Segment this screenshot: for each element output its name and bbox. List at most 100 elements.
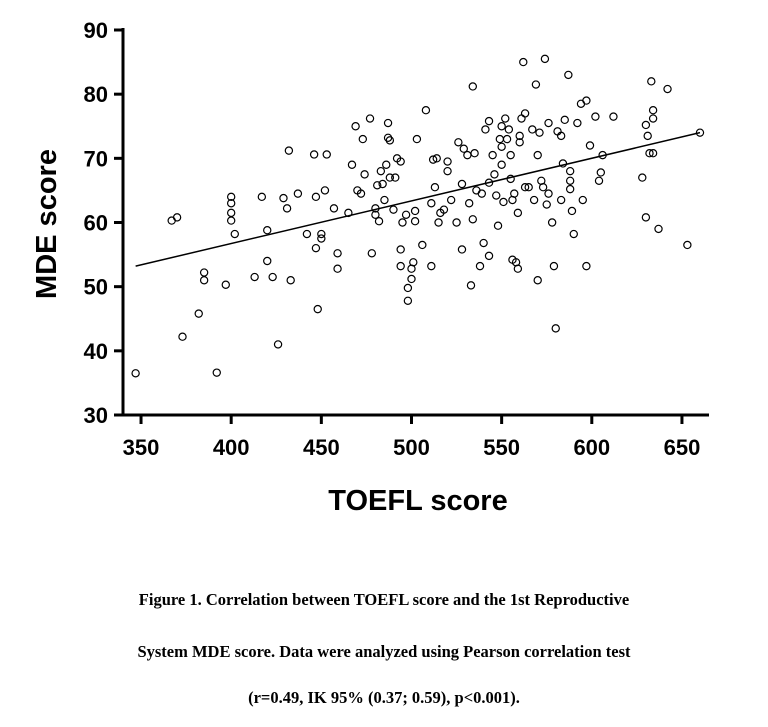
data-point <box>371 210 380 219</box>
data-point <box>410 206 420 216</box>
data-point <box>538 183 548 192</box>
data-point <box>565 176 575 185</box>
data-point <box>428 155 438 164</box>
data-point <box>385 136 395 145</box>
data-point <box>383 133 393 142</box>
x-tick-label: 450 <box>303 435 340 460</box>
data-point <box>454 138 463 147</box>
y-tick-label: 40 <box>84 339 108 364</box>
data-point <box>520 183 530 192</box>
data-point <box>380 195 389 205</box>
data-point <box>309 150 319 159</box>
data-point <box>131 369 140 378</box>
data-point <box>167 216 176 225</box>
y-tick-label: 70 <box>84 146 108 171</box>
data-point <box>544 118 553 128</box>
data-point <box>199 268 209 277</box>
data-point <box>524 183 533 192</box>
data-point <box>302 229 312 239</box>
data-point <box>286 276 295 285</box>
data-point <box>638 173 647 182</box>
data-point <box>497 122 506 131</box>
data-point <box>529 195 539 205</box>
y-tick-label: 60 <box>84 211 108 236</box>
data-point <box>421 106 431 115</box>
data-point <box>376 166 386 176</box>
data-point <box>643 131 652 141</box>
data-point <box>578 195 587 205</box>
data-point <box>470 148 479 158</box>
data-point <box>457 245 467 254</box>
data-point <box>594 176 604 185</box>
data-point <box>510 189 519 198</box>
data-point <box>389 205 398 214</box>
data-point <box>683 240 692 250</box>
data-point <box>567 206 577 216</box>
data-point <box>396 261 405 271</box>
data-point <box>591 112 600 121</box>
data-point <box>484 116 494 126</box>
data-point <box>565 184 575 194</box>
data-point <box>221 280 230 289</box>
data-point <box>648 106 658 115</box>
data-point <box>226 216 236 225</box>
x-axis-title: TOEFL score <box>328 485 507 517</box>
data-point <box>279 193 288 203</box>
data-point <box>519 57 528 67</box>
data-point <box>432 154 441 163</box>
y-tick-label: 90 <box>84 18 108 43</box>
y-tick-label: 50 <box>84 275 108 300</box>
data-point <box>347 160 357 169</box>
data-point <box>515 138 524 147</box>
data-point <box>226 192 236 202</box>
data-point <box>466 281 476 290</box>
data-point <box>560 115 569 125</box>
data-point <box>549 261 559 271</box>
data-point <box>544 189 553 198</box>
data-point <box>515 131 524 141</box>
data-point <box>506 150 515 160</box>
data-point <box>556 195 566 205</box>
data-point <box>365 114 375 123</box>
data-point <box>569 229 578 239</box>
data-point <box>226 199 236 208</box>
data-point <box>439 205 449 214</box>
data-point <box>573 118 582 128</box>
data-point <box>490 170 499 179</box>
x-tick-label: 400 <box>213 435 250 460</box>
data-point <box>427 199 436 208</box>
data-point <box>596 168 606 177</box>
data-point <box>250 272 259 282</box>
data-point <box>317 234 326 243</box>
figure-caption-line-2: System MDE score. Data were analyzed usi… <box>137 642 631 661</box>
data-point <box>531 80 541 89</box>
data-point <box>513 208 523 218</box>
data-point <box>358 134 368 144</box>
data-point <box>263 225 272 235</box>
data-point <box>576 99 586 108</box>
data-point <box>385 173 395 182</box>
data-point <box>230 229 239 239</box>
data-point <box>407 274 416 284</box>
x-tick-label: 600 <box>573 435 610 460</box>
data-point <box>351 122 360 131</box>
data-point <box>535 128 544 137</box>
data-point <box>403 296 413 305</box>
data-point <box>663 84 672 94</box>
data-point <box>398 218 407 227</box>
data-point <box>333 264 342 273</box>
data-point <box>501 114 510 123</box>
data-point <box>457 179 467 189</box>
data-point <box>463 150 472 160</box>
data-point <box>520 109 530 118</box>
data-point <box>499 197 508 207</box>
regression-line <box>135 131 701 267</box>
data-point <box>477 189 487 198</box>
data-point <box>497 160 506 169</box>
data-point <box>468 215 477 224</box>
data-points <box>131 54 705 378</box>
data-point <box>540 54 550 64</box>
data-point <box>495 134 505 144</box>
data-point <box>641 120 651 130</box>
data-point <box>268 272 277 282</box>
